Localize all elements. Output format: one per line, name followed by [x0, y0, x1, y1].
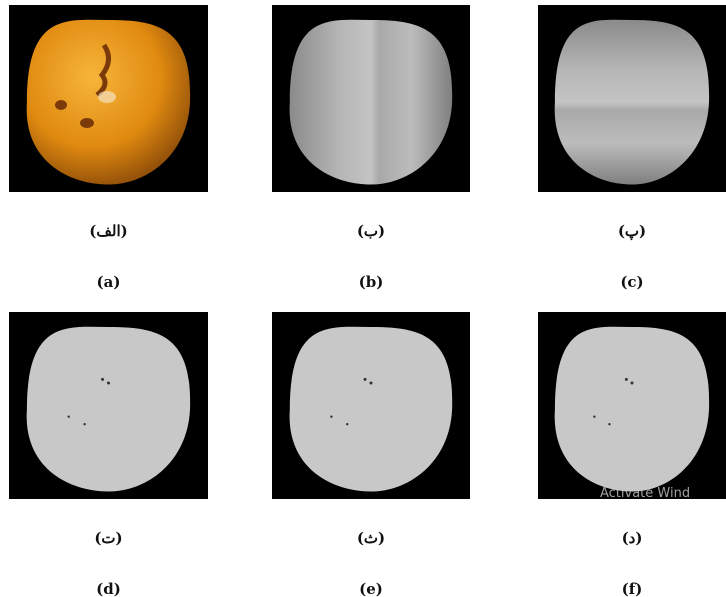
panel-image	[538, 312, 726, 499]
panel-image	[9, 5, 208, 192]
persian-caption: (ث)	[311, 529, 431, 547]
english-caption: (d)	[49, 580, 169, 597]
persian-caption: (د)	[572, 529, 692, 547]
panel-image	[272, 312, 470, 499]
persian-caption: (پ)	[572, 222, 692, 240]
figure: (الف) (a) (ب) (b) (پ) (c) (ت) (d) (ث) (e) (د) (f) Ac…	[0, 0, 726, 597]
panel-image	[538, 5, 726, 192]
watermark: Activate Wind	[600, 486, 690, 501]
persian-caption: (ت)	[49, 529, 169, 547]
persian-caption: (الف)	[49, 222, 169, 240]
panel-image	[272, 5, 470, 192]
english-caption: (e)	[311, 580, 431, 597]
english-caption: (b)	[311, 273, 431, 291]
english-caption: (f)	[572, 580, 692, 597]
persian-caption: (ب)	[311, 222, 431, 240]
english-caption: (c)	[572, 273, 692, 291]
english-caption: (a)	[49, 273, 169, 291]
panel-image	[9, 312, 208, 499]
